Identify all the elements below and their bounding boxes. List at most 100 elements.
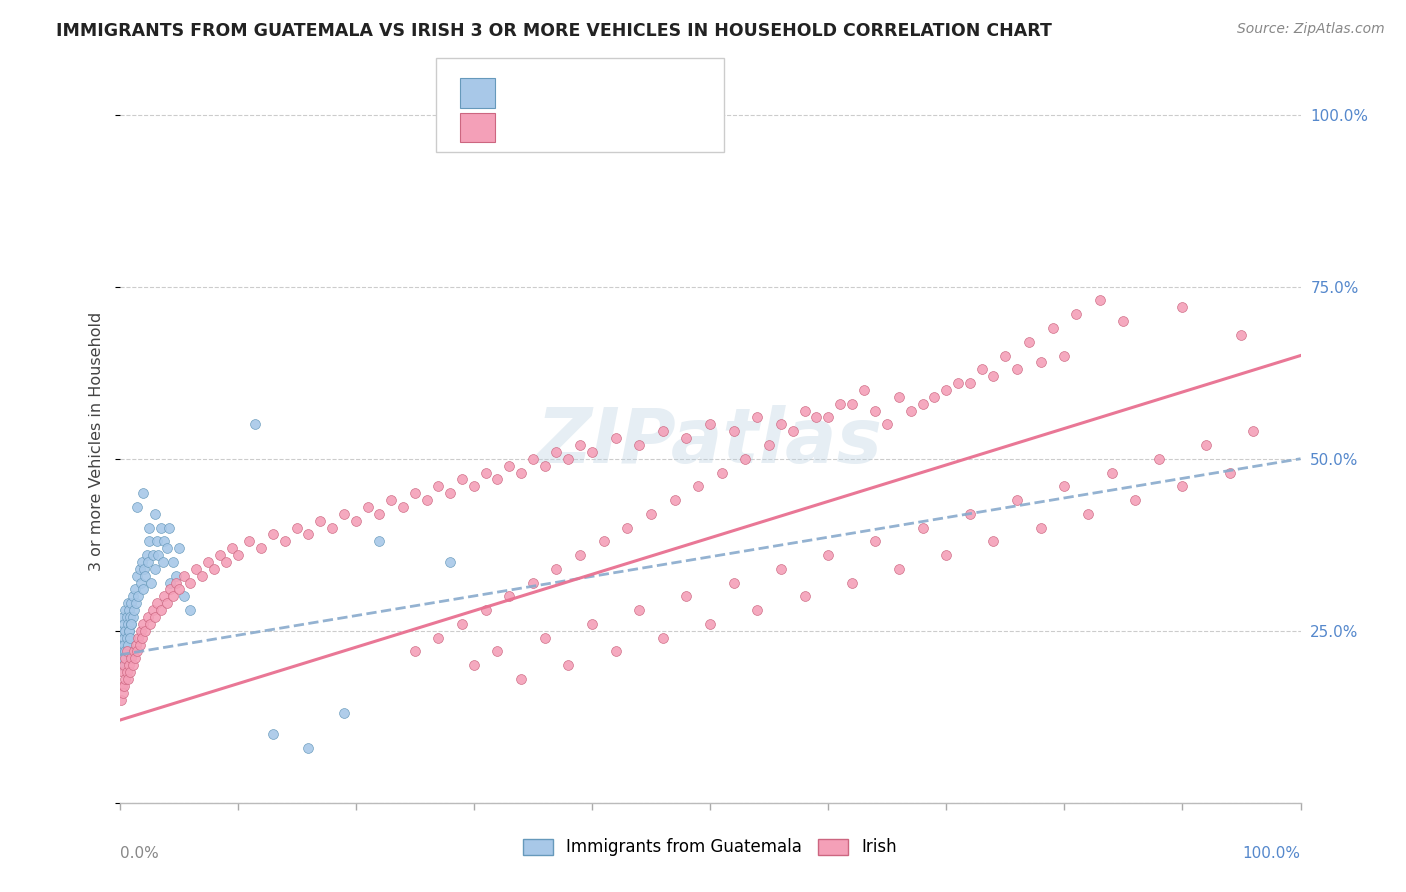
Point bbox=[120, 631, 142, 645]
Point bbox=[841, 575, 863, 590]
Point bbox=[149, 603, 172, 617]
Point bbox=[120, 616, 142, 631]
Text: Source: ZipAtlas.com: Source: ZipAtlas.com bbox=[1237, 22, 1385, 37]
Point bbox=[533, 631, 555, 645]
Point bbox=[392, 500, 415, 514]
Point bbox=[581, 445, 603, 459]
Point bbox=[911, 397, 934, 411]
Point bbox=[404, 486, 426, 500]
Point bbox=[510, 672, 533, 686]
Point bbox=[640, 507, 662, 521]
Point bbox=[165, 575, 187, 590]
Point bbox=[143, 610, 166, 624]
Point bbox=[688, 479, 710, 493]
Point bbox=[675, 590, 697, 604]
Point bbox=[121, 610, 143, 624]
Point bbox=[112, 638, 135, 652]
Point bbox=[120, 631, 142, 645]
Point bbox=[127, 590, 149, 604]
Point bbox=[451, 472, 474, 486]
Point bbox=[115, 644, 138, 658]
Point bbox=[138, 520, 160, 534]
Point bbox=[112, 686, 135, 700]
Point bbox=[238, 534, 260, 549]
Point bbox=[806, 410, 828, 425]
Point bbox=[758, 438, 780, 452]
Point bbox=[747, 603, 769, 617]
Point bbox=[959, 507, 981, 521]
Point bbox=[134, 562, 156, 576]
Point bbox=[887, 562, 910, 576]
Point bbox=[569, 438, 592, 452]
Point bbox=[167, 582, 190, 597]
Point bbox=[120, 665, 142, 679]
Point bbox=[769, 417, 792, 432]
Point bbox=[628, 438, 651, 452]
Point bbox=[865, 403, 887, 417]
Point bbox=[149, 520, 172, 534]
Point bbox=[110, 692, 132, 706]
Point bbox=[474, 466, 496, 480]
Point bbox=[1123, 493, 1146, 508]
Point bbox=[118, 624, 141, 638]
Point bbox=[1018, 334, 1040, 349]
Point bbox=[215, 555, 238, 569]
Point bbox=[226, 548, 249, 562]
Point bbox=[887, 390, 910, 404]
Point bbox=[221, 541, 243, 556]
Point bbox=[463, 658, 485, 673]
Point bbox=[134, 624, 156, 638]
Point bbox=[136, 555, 159, 569]
Point bbox=[274, 534, 297, 549]
Point bbox=[793, 403, 815, 417]
Point bbox=[983, 534, 1005, 549]
Point bbox=[262, 727, 284, 741]
Point bbox=[112, 665, 135, 679]
Point bbox=[1147, 451, 1170, 466]
Point bbox=[186, 562, 208, 576]
Point bbox=[117, 616, 139, 631]
Point bbox=[841, 397, 863, 411]
Point bbox=[1171, 479, 1194, 493]
Point bbox=[793, 590, 815, 604]
Point bbox=[817, 410, 839, 425]
Point bbox=[142, 548, 165, 562]
Point bbox=[983, 369, 1005, 384]
Point bbox=[569, 548, 592, 562]
Point bbox=[114, 603, 136, 617]
Point bbox=[1053, 479, 1076, 493]
Text: 100.0%: 100.0% bbox=[1243, 847, 1301, 861]
Point bbox=[581, 616, 603, 631]
Point bbox=[114, 624, 136, 638]
Point bbox=[159, 575, 181, 590]
Point bbox=[911, 520, 934, 534]
Point bbox=[156, 541, 179, 556]
Point bbox=[769, 562, 792, 576]
Point bbox=[285, 520, 308, 534]
Point bbox=[131, 631, 153, 645]
Point bbox=[127, 500, 149, 514]
Point bbox=[994, 349, 1017, 363]
Point bbox=[427, 479, 450, 493]
Point bbox=[1230, 327, 1253, 342]
Point bbox=[605, 431, 627, 445]
Point bbox=[510, 466, 533, 480]
Point bbox=[121, 590, 143, 604]
Legend: Immigrants from Guatemala, Irish: Immigrants from Guatemala, Irish bbox=[516, 831, 904, 863]
Point bbox=[117, 638, 139, 652]
Point bbox=[179, 603, 201, 617]
Point bbox=[333, 706, 356, 721]
Point bbox=[165, 568, 187, 582]
Point bbox=[208, 548, 231, 562]
Point bbox=[344, 514, 367, 528]
Point bbox=[1195, 438, 1218, 452]
Point bbox=[112, 651, 135, 665]
Point bbox=[463, 479, 485, 493]
Text: R = 0.266: R = 0.266 bbox=[506, 84, 589, 103]
Point bbox=[118, 624, 141, 638]
Point bbox=[124, 582, 146, 597]
Point bbox=[297, 740, 319, 755]
Point bbox=[1053, 349, 1076, 363]
Point bbox=[451, 616, 474, 631]
Point bbox=[134, 568, 156, 582]
